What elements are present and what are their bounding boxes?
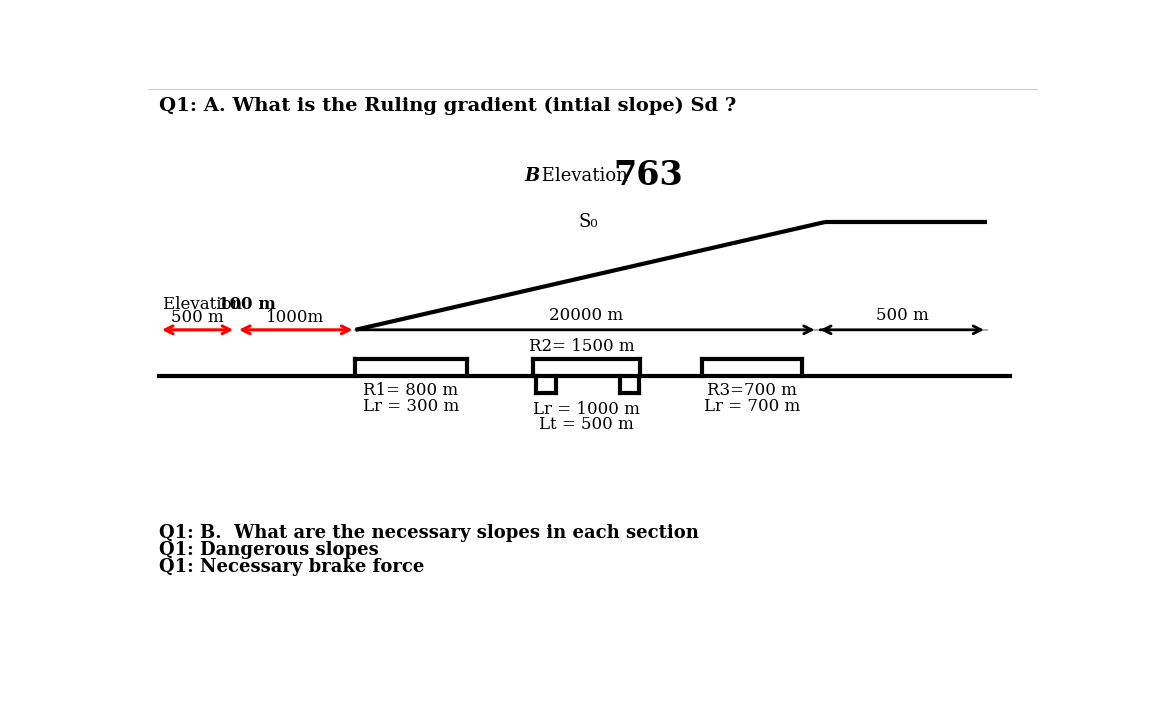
Text: R2= 1500 m: R2= 1500 m xyxy=(529,338,634,355)
Text: 100 m: 100 m xyxy=(219,296,277,313)
Text: 20000 m: 20000 m xyxy=(550,307,624,324)
Text: 1000m: 1000m xyxy=(266,309,324,326)
Text: B: B xyxy=(525,167,540,185)
Text: 763: 763 xyxy=(613,159,683,193)
Text: Lr = 700 m: Lr = 700 m xyxy=(703,398,801,415)
Text: Q1: B.  What are the necessary slopes in each section: Q1: B. What are the necessary slopes in … xyxy=(159,524,699,542)
Text: R3=700 m: R3=700 m xyxy=(707,382,797,399)
Text: S₀: S₀ xyxy=(578,213,598,231)
Text: 500 m: 500 m xyxy=(171,309,224,326)
Text: Elevation: Elevation xyxy=(536,167,639,185)
Text: Elevation: Elevation xyxy=(163,296,248,313)
Text: Lr = 1000 m: Lr = 1000 m xyxy=(533,401,640,418)
Text: Q1: Dangerous slopes: Q1: Dangerous slopes xyxy=(159,541,378,559)
Text: Lr = 300 m: Lr = 300 m xyxy=(363,398,459,415)
Text: 500 m: 500 m xyxy=(876,307,929,324)
Text: Lt = 500 m: Lt = 500 m xyxy=(539,416,634,433)
Text: Q1: A. What is the Ruling gradient (intial slope) Sd ?: Q1: A. What is the Ruling gradient (inti… xyxy=(159,96,736,115)
Text: Q1: Necessary brake force: Q1: Necessary brake force xyxy=(159,558,425,576)
Text: R1= 800 m: R1= 800 m xyxy=(363,382,458,399)
